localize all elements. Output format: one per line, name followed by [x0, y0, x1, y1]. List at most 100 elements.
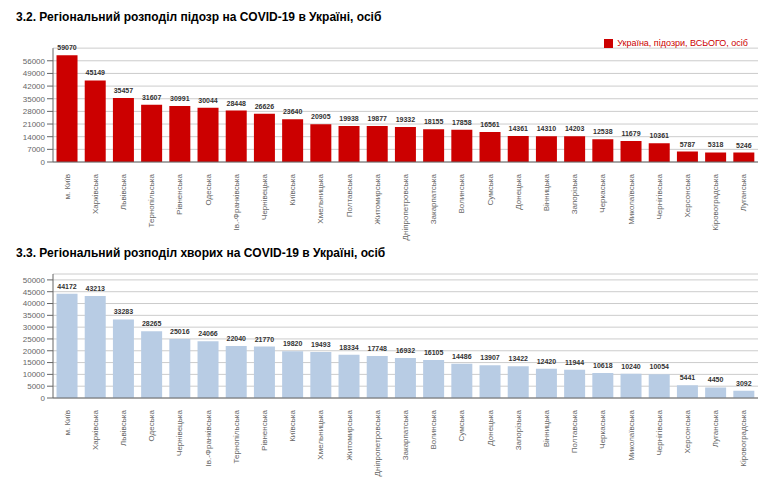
svg-text:23640: 23640 [283, 108, 303, 115]
svg-text:16932: 16932 [396, 347, 416, 354]
svg-text:Запорізька: Запорізька [570, 173, 579, 214]
svg-text:19938: 19938 [339, 115, 359, 122]
svg-text:28265: 28265 [142, 320, 162, 327]
svg-text:Миколаївська: Миколаївська [627, 409, 636, 460]
svg-text:Ів.-Франківська: Ів.-Франківська [204, 409, 213, 466]
svg-text:40000: 40000 [23, 299, 46, 308]
svg-text:5318: 5318 [708, 141, 724, 148]
svg-text:3092: 3092 [736, 380, 752, 387]
svg-text:14000: 14000 [23, 133, 46, 142]
svg-text:Харківська: Харківська [91, 173, 100, 214]
svg-text:42000: 42000 [23, 82, 46, 91]
svg-text:10618: 10618 [593, 362, 613, 369]
svg-text:18155: 18155 [424, 118, 444, 125]
svg-text:Донецька: Донецька [514, 173, 523, 209]
svg-text:44172: 44172 [57, 283, 77, 290]
svg-text:11679: 11679 [621, 130, 640, 137]
svg-text:10054: 10054 [649, 363, 669, 370]
svg-text:28000: 28000 [23, 107, 46, 116]
svg-text:59070: 59070 [57, 44, 77, 51]
svg-text:Полтавська: Полтавська [345, 173, 354, 217]
svg-text:Черкаська: Черкаська [598, 409, 607, 448]
svg-text:Ів.-Франківська: Ів.-Франківська [232, 173, 241, 230]
svg-text:Рівненська: Рівненська [175, 173, 184, 214]
svg-text:Кіровоградська: Кіровоградська [711, 173, 720, 230]
svg-text:10000: 10000 [23, 370, 46, 379]
svg-text:Вінницька: Вінницька [542, 173, 551, 211]
svg-text:11944: 11944 [565, 359, 584, 366]
svg-text:15000: 15000 [23, 358, 46, 367]
svg-text:Луганська: Луганська [739, 173, 748, 211]
svg-text:Волинська: Волинська [429, 409, 438, 449]
svg-text:14361: 14361 [508, 125, 528, 132]
svg-text:24066: 24066 [198, 330, 218, 337]
svg-text:25016: 25016 [170, 328, 190, 335]
svg-text:14203: 14203 [565, 125, 585, 132]
svg-text:26626: 26626 [255, 103, 275, 110]
svg-text:7000: 7000 [27, 145, 45, 154]
svg-text:56000: 56000 [23, 57, 46, 66]
svg-text:20000: 20000 [23, 347, 46, 356]
svg-text:Сумська: Сумська [457, 409, 466, 441]
svg-text:10361: 10361 [649, 132, 669, 139]
svg-text:30044: 30044 [198, 97, 218, 104]
svg-text:Чернігівська: Чернігівська [655, 409, 664, 455]
svg-text:45149: 45149 [85, 69, 105, 76]
svg-text:45000: 45000 [23, 288, 46, 297]
svg-text:35000: 35000 [23, 311, 46, 320]
svg-text:19332: 19332 [396, 116, 416, 123]
svg-text:19877: 19877 [367, 115, 387, 122]
svg-text:19493: 19493 [311, 341, 331, 348]
svg-text:Чернівецька: Чернівецька [175, 409, 184, 455]
svg-text:Миколаївська: Миколаївська [627, 173, 636, 224]
svg-text:18334: 18334 [339, 344, 359, 351]
svg-text:Чернівецька: Чернівецька [260, 173, 269, 219]
svg-text:50000: 50000 [23, 276, 46, 285]
svg-text:Дніпропетровська: Дніпропетровська [401, 173, 410, 240]
svg-text:Кіровоградська: Кіровоградська [739, 409, 748, 466]
svg-text:16561: 16561 [480, 121, 500, 128]
svg-text:Волинська: Волинська [457, 173, 466, 213]
svg-text:Київська: Київська [288, 409, 297, 441]
svg-text:0: 0 [41, 394, 46, 403]
svg-text:35000: 35000 [23, 95, 46, 104]
svg-text:4450: 4450 [708, 376, 724, 383]
svg-text:Закарпатська: Закарпатська [401, 409, 410, 460]
svg-text:Київська: Київська [288, 173, 297, 205]
svg-text:5246: 5246 [736, 142, 752, 149]
svg-text:Львівська: Львівська [119, 173, 128, 209]
svg-text:33283: 33283 [114, 308, 134, 315]
svg-text:19820: 19820 [283, 340, 303, 347]
svg-text:Дніпропетровська: Дніпропетровська [373, 409, 382, 476]
svg-text:Житомирська: Житомирська [345, 409, 354, 460]
svg-text:10240: 10240 [621, 363, 641, 370]
svg-text:5000: 5000 [27, 382, 45, 391]
svg-text:12420: 12420 [537, 358, 557, 365]
svg-text:14486: 14486 [452, 353, 472, 360]
svg-text:5441: 5441 [680, 374, 696, 381]
svg-text:20905: 20905 [311, 113, 331, 120]
svg-text:Донецька: Донецька [486, 409, 495, 445]
svg-text:35457: 35457 [114, 87, 134, 94]
svg-text:Луганська: Луганська [711, 409, 720, 447]
svg-text:5787: 5787 [680, 141, 696, 148]
svg-text:Чернігівська: Чернігівська [655, 173, 664, 219]
svg-text:Запорізька: Запорізька [514, 409, 523, 450]
svg-text:30000: 30000 [23, 323, 46, 332]
svg-text:Закарпатська: Закарпатська [429, 173, 438, 224]
svg-text:Сумська: Сумська [486, 173, 495, 205]
svg-text:12538: 12538 [593, 128, 613, 135]
svg-text:Одеська: Одеська [204, 173, 213, 205]
svg-text:Житомирська: Житомирська [373, 173, 382, 224]
svg-text:28448: 28448 [226, 100, 246, 107]
svg-text:43213: 43213 [85, 285, 105, 292]
svg-text:Черкаська: Черкаська [598, 173, 607, 212]
svg-text:14310: 14310 [537, 125, 557, 132]
svg-text:13422: 13422 [508, 355, 528, 362]
svg-text:Тернопільська: Тернопільська [147, 173, 156, 227]
svg-text:13907: 13907 [480, 354, 500, 361]
svg-text:0: 0 [41, 158, 46, 167]
svg-text:Одеська: Одеська [147, 409, 156, 441]
svg-text:49000: 49000 [23, 69, 46, 78]
svg-text:17858: 17858 [452, 119, 472, 126]
